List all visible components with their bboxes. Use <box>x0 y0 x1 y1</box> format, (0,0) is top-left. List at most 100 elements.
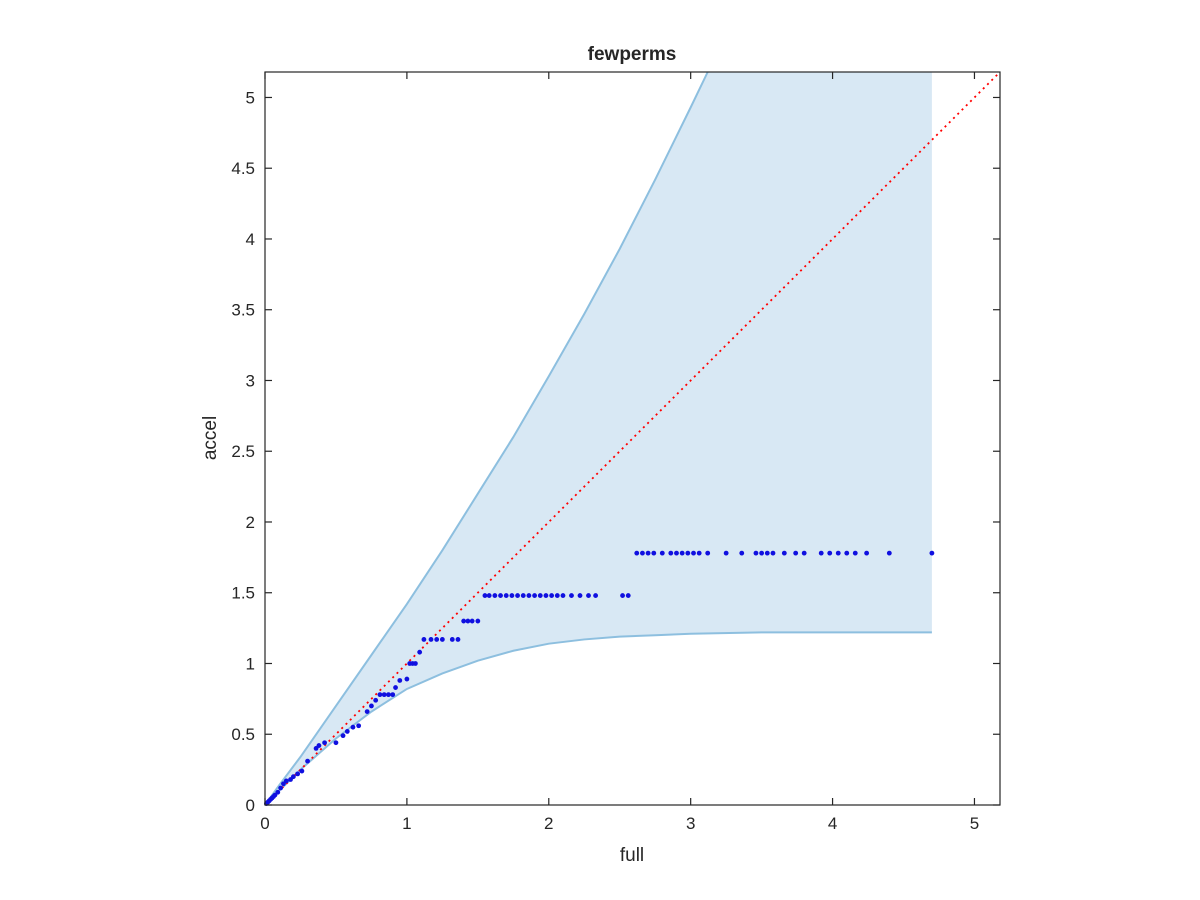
data-point <box>278 785 284 791</box>
data-point <box>503 593 509 598</box>
data-point <box>835 550 841 556</box>
axes-box <box>264 71 1001 806</box>
y-tick-label: 0.5 <box>231 725 255 744</box>
x-tick-label: 3 <box>686 814 695 833</box>
data-point <box>852 550 858 556</box>
data-point <box>696 550 702 556</box>
data-point <box>465 618 471 624</box>
data-point <box>705 550 711 556</box>
data-point <box>434 637 440 642</box>
y-axis-label: accel <box>200 416 221 460</box>
x-tick-label: 4 <box>828 814 837 833</box>
data-point <box>275 789 281 795</box>
data-point <box>526 593 532 598</box>
data-point <box>290 774 296 780</box>
data-point <box>369 703 374 709</box>
data-point <box>640 550 645 556</box>
data-point <box>685 550 691 556</box>
data-point <box>373 697 379 703</box>
data-point <box>340 733 346 739</box>
reference-diagonal <box>264 71 1001 806</box>
data-point <box>393 685 398 690</box>
scatter-points <box>264 550 935 806</box>
data-point <box>283 778 289 784</box>
data-point <box>674 550 679 556</box>
data-point <box>295 771 301 777</box>
data-point <box>356 723 362 729</box>
data-point <box>723 550 729 556</box>
data-point <box>793 550 799 556</box>
data-point <box>417 649 423 655</box>
data-point <box>753 550 759 556</box>
data-point <box>469 618 475 624</box>
x-tick-label: 2 <box>544 814 553 833</box>
data-point <box>364 709 370 715</box>
data-point <box>439 637 445 642</box>
data-point <box>569 593 574 598</box>
data-point <box>397 678 403 683</box>
data-point <box>886 550 892 556</box>
data-point <box>381 692 387 698</box>
x-axis-label: full <box>620 845 644 866</box>
data-point <box>449 637 455 642</box>
data-point <box>350 724 356 730</box>
data-point <box>549 593 555 598</box>
y-tick-label: 3 <box>246 371 255 390</box>
data-point <box>520 593 526 598</box>
data-point <box>543 593 549 598</box>
data-point <box>593 593 599 598</box>
band-lower-edge <box>264 631 932 806</box>
x-tick-label: 5 <box>970 814 979 833</box>
data-point <box>781 550 787 556</box>
data-point <box>316 743 322 748</box>
data-point <box>344 729 350 734</box>
y-tick-label: 1.5 <box>231 584 255 603</box>
data-point <box>864 550 870 556</box>
data-point <box>620 593 625 598</box>
data-point <box>577 593 583 598</box>
data-point <box>668 550 674 556</box>
data-point <box>413 661 418 666</box>
data-point <box>386 692 391 698</box>
y-tick-label: 2 <box>246 513 255 532</box>
y-tick-label: 0 <box>246 796 255 815</box>
data-point <box>390 692 396 698</box>
data-point <box>455 637 461 642</box>
data-point <box>404 676 410 682</box>
data-point <box>421 637 427 642</box>
data-point <box>691 550 696 556</box>
data-point <box>322 740 327 746</box>
data-point <box>532 593 537 598</box>
data-point <box>651 550 657 556</box>
x-tick-label: 1 <box>402 814 411 833</box>
data-point <box>498 593 503 598</box>
data-point <box>625 593 631 598</box>
y-tick-label: 1 <box>246 654 255 673</box>
data-point <box>586 593 591 598</box>
data-point <box>634 550 640 556</box>
y-tick-label: 4 <box>246 230 255 249</box>
data-point <box>659 550 665 556</box>
data-point <box>515 593 520 598</box>
data-point <box>428 637 434 642</box>
data-point <box>560 593 566 598</box>
data-point <box>554 593 560 598</box>
data-point <box>759 550 765 556</box>
data-point <box>679 550 685 556</box>
chart-title: fewperms <box>588 44 677 65</box>
x-axis-ticks: 0 1 2 3 4 5 <box>260 72 979 833</box>
data-point <box>461 618 467 624</box>
data-point <box>492 593 498 598</box>
data-point <box>801 550 807 556</box>
data-point <box>486 593 492 598</box>
data-point <box>645 550 651 556</box>
data-point <box>537 593 543 598</box>
data-point <box>739 550 745 556</box>
y-axis-ticks: 0 0.5 1 1.5 2 2.5 3 3.5 4 4.5 5 <box>231 88 1000 815</box>
data-point <box>818 550 824 556</box>
band-upper-edge <box>264 71 709 806</box>
data-point <box>299 768 305 774</box>
x-tick-label: 0 <box>260 814 269 833</box>
data-point <box>482 593 488 598</box>
